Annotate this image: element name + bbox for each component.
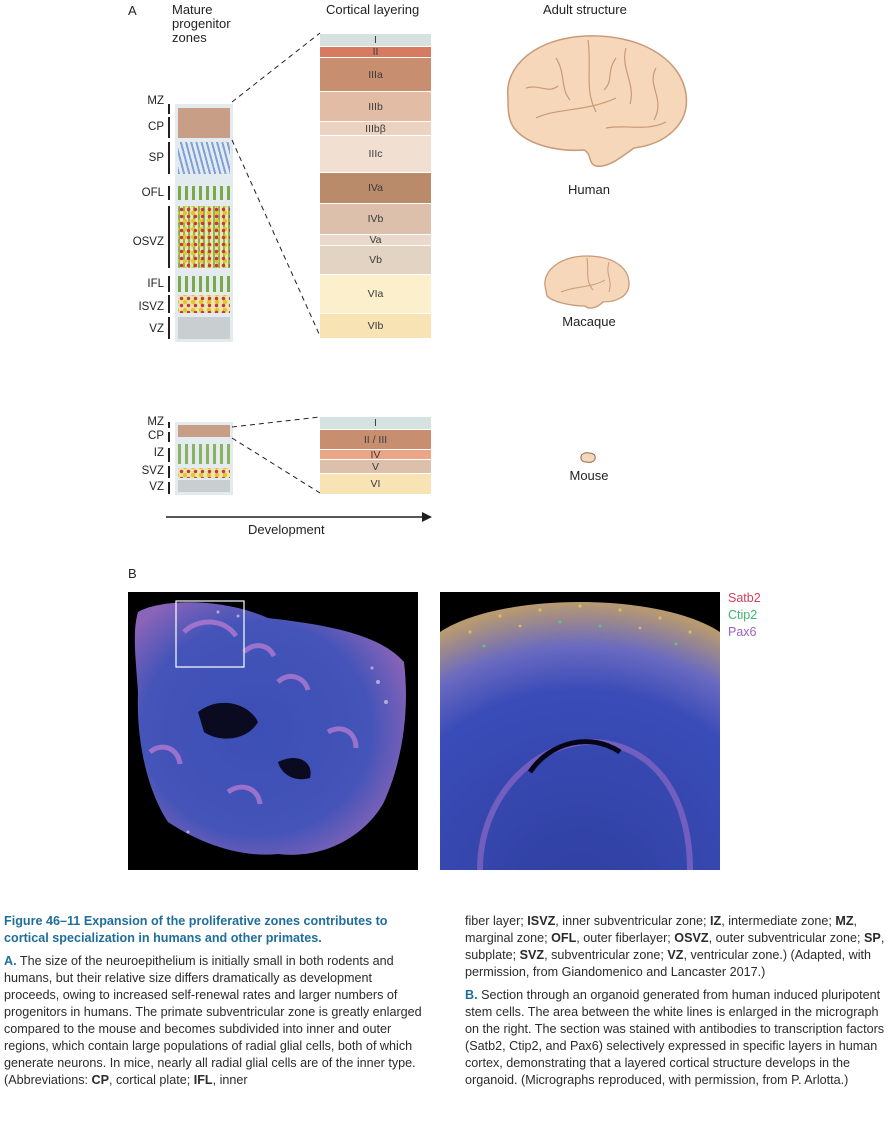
primate-osvz-cells [178,206,230,268]
caption-b-label: B. [465,988,478,1002]
primate-layer-iva: IVa [320,173,431,203]
primate-layer-ii: II [320,46,431,58]
mouse-zone-label-svz: SVZ [141,465,164,477]
caption-a-paragraph: A. The size of the neuroepithelium is in… [4,954,422,1087]
caption-left-column: Figure 46–11 Expansion of the proliferat… [4,913,424,1089]
primate-sp-fibers [178,142,230,174]
species-label-mouse: Mouse [569,468,609,483]
zone-label-vz: VZ [149,323,164,335]
organoid-zoom-micrograph [440,592,720,870]
caption-a-label: A. [4,954,17,968]
primate-layer-i: I [320,34,431,46]
primate-cp-block [178,108,230,138]
zone-label-ifl: IFL [147,278,164,290]
mouse-zone-label-vz: VZ [149,481,164,493]
mouse-layer-iv: IV [320,449,431,461]
primate-layer-ivb: IVb [320,204,431,234]
primate-layer-via: VIa [320,275,431,313]
mouse-zone-label-cp: CP [148,430,164,442]
mouse-layer-vi: VI [320,474,431,494]
panel-b-letter: B [128,566,137,581]
primate-vz-block [178,317,230,339]
caption-b-text: Section through an organoid generated fr… [465,988,885,1087]
primate-layer-vib: VIb [320,314,431,338]
mouse-iz-fibers [178,444,230,464]
adult-structure-header: Adult structure [543,2,627,17]
caption-abbreviation-list: fiber layer; ISVZ, inner subventricular … [465,914,885,979]
primate-connectors [231,32,321,337]
figure-label: Figure 46–11 [4,914,81,928]
mouse-zone-label-iz: IZ [153,447,164,459]
organoid-zoom-drawing [440,602,720,870]
stain-ctip2: Ctip2 [728,608,758,622]
caption-right-column: fiber layer; ISVZ, inner subventricular … [465,913,890,1089]
primate-layer-va: Va [320,234,431,246]
primate-layer-iiic: IIIc [320,136,431,172]
mouse-cp-block [178,425,230,437]
mouse-svz-cells [178,468,230,478]
development-axis-label: Development [248,522,325,537]
mouse-brain-illustration [580,452,596,463]
zone-label-isvz: ISVZ [138,301,164,313]
primate-layer-vb: Vb [320,246,431,274]
primate-layer-iiibb: IIIbβ [320,122,431,135]
mouse-layer-i: I [320,417,431,429]
cortical-layering-header: Cortical layering [326,2,420,17]
panel-a-letter: A [128,3,137,18]
zoom-region-box [175,600,245,668]
figure-title: Expansion of the proliferative zones con… [4,914,388,945]
zone-label-ofl: OFL [141,187,164,199]
zone-label-osvz: OSVZ [132,236,164,248]
primate-layer-iiib: IIIb [320,92,431,121]
stain-legend: Satb2 Ctip2 Pax6 [728,590,761,641]
human-brain-illustration [506,35,688,167]
primate-ifl-band [178,276,230,292]
species-label-human: Human [568,182,610,197]
progenitor-zones-header: Mature progenitor zones [172,2,231,45]
mouse-vz-block [178,480,230,492]
primate-layer-iiia: IIIa [320,58,431,91]
mouse-layer-ii-iii: II / III [320,430,431,449]
mouse-zone-ticks [168,422,170,494]
mouse-layer-v: V [320,460,431,473]
development-arrow [166,512,432,522]
organoid-section-drawing [134,600,406,855]
caption-b-paragraph: B. Section through an organoid generated… [465,987,890,1089]
stain-pax6: Pax6 [728,625,757,639]
zone-label-mz: MZ [147,95,164,107]
species-label-macaque: Macaque [562,314,616,329]
primate-isvz-cells [178,295,230,313]
zone-label-cp: CP [148,121,164,133]
primate-zone-ticks [168,104,170,339]
macaque-brain-illustration [544,255,630,309]
stain-satb2: Satb2 [728,591,761,605]
primate-ofl-band [178,186,230,200]
caption-a-text: The size of the neuroepithelium is initi… [4,954,422,1087]
organoid-section-micrograph [128,592,418,870]
mouse-connectors [231,416,321,494]
zone-label-sp: SP [148,152,164,164]
mouse-zone-label-mz: MZ [147,416,164,428]
